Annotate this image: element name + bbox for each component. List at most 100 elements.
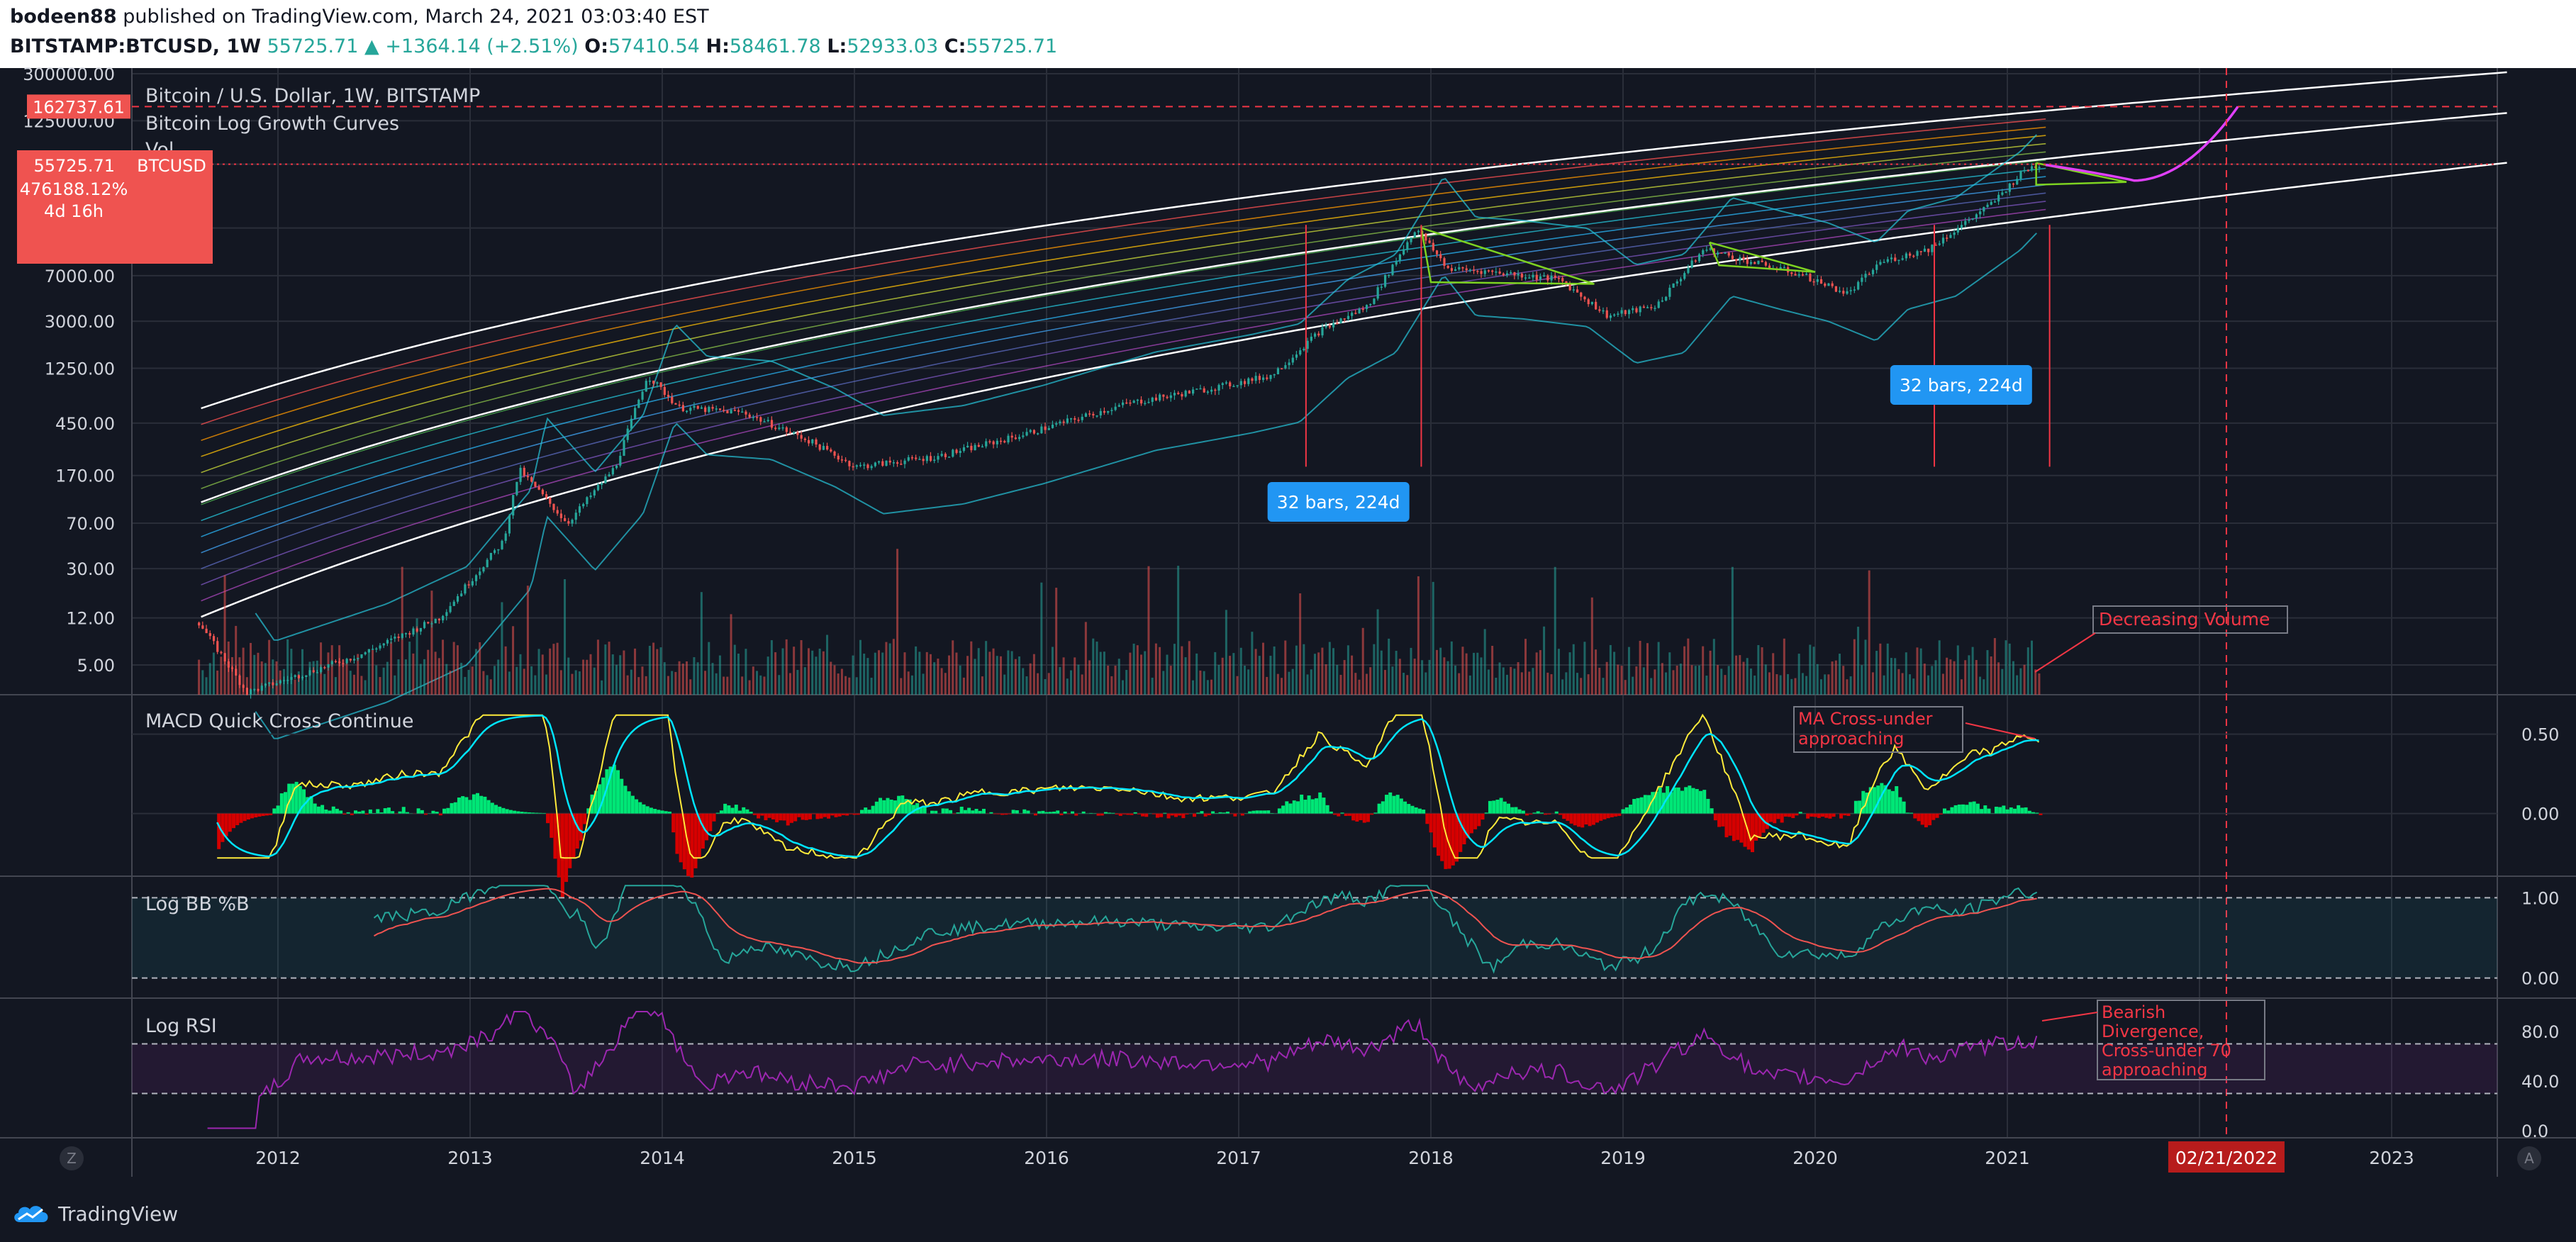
candle-body [327,664,330,668]
candle-body [1816,279,1819,282]
candle-body [1583,296,1586,300]
volume-bar [523,668,525,695]
macd-hist-bar [1337,813,1341,817]
candle-body [523,467,525,476]
candle-body [774,427,777,430]
candle-body [1498,272,1501,274]
candle-body [1354,313,1357,314]
timezone-button[interactable]: Z [60,1146,84,1170]
macd-hist-bar [1547,813,1551,815]
candle-body [763,421,766,423]
candle-body [1812,281,1815,283]
volume-bar [1742,661,1745,695]
rsi-note: Bearish Divergence, Cross-under 70 approach… [2102,1002,2231,1080]
candle-body [634,408,637,419]
macd-hist-bar [550,813,554,838]
volume-bar [268,639,271,695]
macd-hist-bar [1126,813,1130,815]
volume-bar [1129,652,1132,695]
volume-bar [1809,644,1812,695]
volume-bar [530,666,533,695]
macd-hist-bar [1507,803,1511,814]
candle-body [1217,385,1220,391]
volume-bar [1040,582,1043,695]
macd-hist-bar [523,812,528,814]
candle-body [268,682,271,684]
volume-bar [442,639,445,695]
candle-body [1491,270,1494,272]
candle-body [1646,307,1649,308]
author-name[interactable]: bodeen88 [10,6,117,28]
candle-body [1905,253,1908,259]
candle-body [408,633,411,635]
candle-body [1129,402,1132,404]
candle-body [1590,301,1594,305]
candle-body [1476,271,1479,272]
volume-bar [430,591,433,695]
macd-hist-bar [1410,805,1415,814]
macd-hist-bar [1695,789,1699,814]
volume-bar [1772,653,1775,695]
macd-hist-bar [242,813,247,822]
macd-hist-bar [1795,813,1799,816]
macd-hist-bar [228,813,232,832]
macd-hist-bar [1769,813,1773,822]
volume-bar [1110,676,1113,695]
x-tick-label: 2013 [447,1148,493,1168]
candle-body [803,438,806,440]
volume-bar [1931,666,1934,695]
volume-bar [1783,638,1785,695]
candle-body [1639,306,1641,313]
volume-bar [1543,626,1546,695]
macd-hist-bar [1606,813,1610,819]
volume-bar [1975,660,1978,695]
volume-bar [1214,651,1217,695]
volume-bar [338,645,341,695]
volume-bar [1495,678,1498,695]
macd-hist-bar [901,795,905,814]
candle-body [515,481,518,496]
candle-body [1495,272,1498,273]
tradingview-cloud-icon [14,1206,48,1222]
volume-bar [940,668,943,695]
macd-hist-bar [1211,811,1215,814]
candle-body [1288,362,1290,366]
macd-hist-bar [793,813,798,822]
candle-body [715,408,718,410]
candle-body [637,399,640,408]
candle-body [1502,273,1505,276]
macd-hist-bar [494,805,498,814]
volume-bar [1299,593,1302,695]
tradingview-brand[interactable]: TradingView [11,1199,178,1228]
bb-band-fill [132,897,2497,978]
volume-bar [1997,662,2000,695]
y-tick-label: 30.00 [66,559,115,579]
volume-bar [2023,664,2026,695]
candle-body [1229,382,1232,386]
macd-hist-bar [1325,805,1329,814]
growth-curve-band [201,184,2046,554]
auto-scale-button[interactable]: A [2517,1146,2541,1170]
volume-bar [1657,642,1660,695]
volume-bar [962,677,965,695]
candle-body [1620,310,1623,314]
macd-hist-bar [1865,793,1869,814]
candle-body [988,441,991,442]
macd-hist-bar [264,813,269,816]
candle-body [959,451,961,453]
volume-bar [397,659,400,695]
macd-hist-bar [1817,813,1821,818]
candle-body [999,440,1003,442]
bb-title: Log BB %B [145,893,250,915]
candle-body [1147,401,1150,403]
volume-bar [663,662,666,695]
macd-hist-bar [786,813,790,826]
candle-body [1110,410,1113,411]
low-label: L: [827,35,847,57]
macd-hist-bar [941,808,945,814]
volume-bar [788,673,791,695]
volume-bar [615,664,618,695]
macd-hist-bar [1096,813,1100,816]
candle-body [494,550,496,553]
